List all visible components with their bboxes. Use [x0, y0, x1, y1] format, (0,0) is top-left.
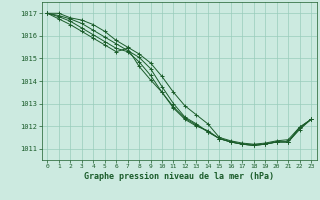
X-axis label: Graphe pression niveau de la mer (hPa): Graphe pression niveau de la mer (hPa)	[84, 172, 274, 181]
